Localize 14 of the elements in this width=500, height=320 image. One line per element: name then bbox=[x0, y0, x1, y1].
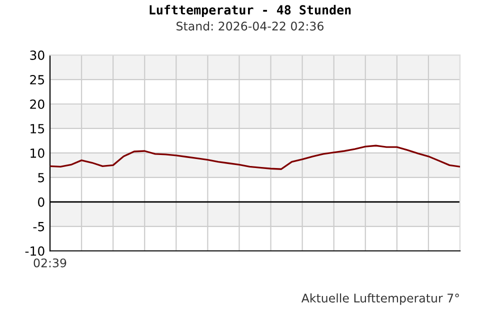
chart-subtitle: Stand: 2026-04-22 02:36 bbox=[176, 21, 324, 31]
y-tick-label: 15 bbox=[30, 124, 44, 134]
y-tick-label: -10 bbox=[25, 246, 44, 256]
y-tick-label: 30 bbox=[30, 50, 44, 60]
y-tick-label: 10 bbox=[30, 148, 44, 158]
line-series bbox=[50, 144, 460, 170]
y-tick-label: 20 bbox=[30, 99, 44, 109]
y-tick-label: -5 bbox=[33, 222, 44, 232]
y-tick-label: 25 bbox=[30, 74, 44, 84]
chart-title: Lufttemperatur - 48 Stunden bbox=[150, 4, 351, 17]
y-tick-label: 0 bbox=[38, 197, 44, 207]
y-tick-label: 5 bbox=[38, 173, 44, 182]
text: Aktuelle Lufttemperatur 7° bbox=[301, 293, 459, 305]
text: 02:39 bbox=[34, 258, 66, 268]
